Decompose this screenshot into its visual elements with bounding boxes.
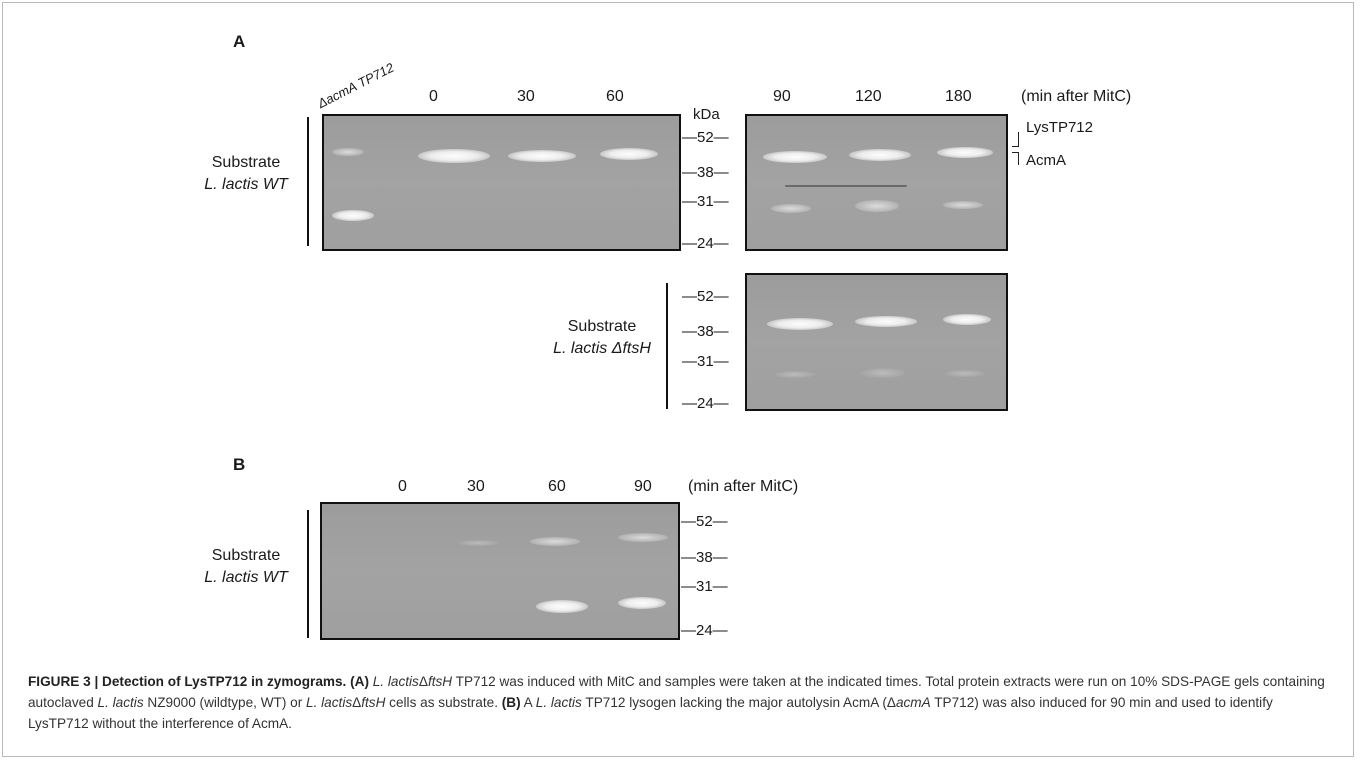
caption-text: cells as substrate. bbox=[385, 695, 498, 710]
marker-52-top: —52— bbox=[682, 129, 729, 146]
band-120min-low bbox=[855, 200, 899, 212]
caption-species: acmA bbox=[895, 695, 931, 710]
bracket-lys bbox=[1012, 132, 1019, 147]
gel-a-bottom bbox=[745, 273, 1008, 411]
band-label-acma: AcmA bbox=[1026, 152, 1067, 169]
band-fts-120min bbox=[855, 316, 917, 327]
marker-31-bottom: —31— bbox=[682, 353, 729, 370]
panel-a-letter: A bbox=[233, 32, 246, 51]
caption-species: L. lactis bbox=[306, 695, 353, 710]
band-acma-lane-ref bbox=[332, 148, 364, 156]
band-120min bbox=[849, 149, 911, 161]
caption-species: L. lactis bbox=[535, 695, 582, 710]
band-fts-90min bbox=[767, 318, 833, 330]
time-label-180: 180 bbox=[945, 88, 972, 105]
band-fts-180min-low bbox=[945, 370, 985, 377]
gel-a-right bbox=[745, 114, 1008, 251]
substrate-b-line2: L. lactis WT bbox=[204, 569, 288, 586]
marker-b-31: —31— bbox=[681, 578, 728, 595]
marker-b-38: —38— bbox=[681, 549, 728, 566]
caption-figure-label: FIGURE 3 | Detection of LysTP712 in zymo… bbox=[28, 674, 347, 689]
substrate-wt-line1: Substrate bbox=[211, 154, 281, 171]
band-60min bbox=[600, 148, 658, 160]
band-b-60min-top bbox=[530, 537, 580, 546]
substrate-fts-line2: L. lactis ΔftsH bbox=[553, 340, 651, 357]
band-fts-120min-low bbox=[861, 368, 905, 378]
substrate-b-line1: Substrate bbox=[211, 547, 281, 564]
time-unit-b: (min after MitC) bbox=[688, 478, 799, 495]
time-label-120: 120 bbox=[855, 88, 882, 105]
panel-b-letter: B bbox=[233, 455, 246, 474]
marker-24-bottom: —24— bbox=[682, 395, 729, 412]
time-label-60: 60 bbox=[606, 88, 624, 105]
kda-label: kDa bbox=[693, 106, 720, 123]
caption-species: ftsH bbox=[427, 674, 453, 689]
band-label-lys: LysTP712 bbox=[1026, 119, 1093, 136]
band-acma-lane-low bbox=[332, 210, 374, 221]
caption-species: L. lactis bbox=[97, 695, 144, 710]
band-fts-180min bbox=[943, 314, 991, 325]
time-label-30: 30 bbox=[517, 88, 535, 105]
marker-b-24: —24— bbox=[681, 622, 728, 639]
band-b-30min bbox=[458, 540, 498, 546]
caption-tag-b: (B) bbox=[501, 695, 521, 710]
substrate-wt-label-a: Substrate L. lactis WT bbox=[190, 152, 302, 196]
band-0min bbox=[418, 149, 490, 163]
time-label-b-90: 90 bbox=[634, 478, 652, 495]
caption-text: TP712) was also induced for 90 min and u… bbox=[28, 695, 1273, 731]
time-label-b-0: 0 bbox=[398, 478, 407, 495]
caption-species: ftsH bbox=[361, 695, 386, 710]
substrate-bar-a-bottom bbox=[666, 283, 668, 409]
marker-31-top: —31— bbox=[682, 193, 729, 210]
time-unit-a: (min after MitC) bbox=[1021, 88, 1132, 105]
figure-caption: FIGURE 3 | Detection of LysTP712 in zymo… bbox=[28, 671, 1333, 734]
gel-a-left bbox=[322, 114, 681, 251]
band-180min-low bbox=[943, 201, 983, 209]
band-90min-low bbox=[771, 204, 811, 213]
caption-text: Δ bbox=[352, 695, 362, 710]
caption-tag-a: (A) bbox=[350, 674, 369, 689]
caption-text: TP712 lysogen lacking the major autolysi… bbox=[581, 695, 896, 710]
caption-text: NZ9000 (wildtype, WT) or bbox=[143, 695, 307, 710]
band-b-90min-low bbox=[618, 597, 666, 609]
substrate-wt-line2: L. lactis WT bbox=[204, 176, 288, 193]
substrate-fts-line1: Substrate bbox=[567, 318, 637, 335]
substrate-wt-label-b: Substrate L. lactis WT bbox=[190, 545, 302, 589]
substrate-fts-label: Substrate L. lactis ΔftsH bbox=[538, 316, 666, 360]
marker-38-bottom: —38— bbox=[682, 323, 729, 340]
band-30min bbox=[508, 150, 576, 162]
time-label-0: 0 bbox=[429, 88, 438, 105]
time-label-90: 90 bbox=[773, 88, 791, 105]
band-fts-90min-low bbox=[775, 371, 815, 378]
band-180min bbox=[937, 147, 993, 158]
gel-streak bbox=[785, 185, 907, 187]
time-label-b-60: 60 bbox=[548, 478, 566, 495]
bracket-acma bbox=[1012, 152, 1019, 165]
caption-species: L. lactis bbox=[372, 674, 419, 689]
substrate-bar-b bbox=[307, 510, 309, 638]
band-b-90min-top bbox=[618, 533, 668, 542]
marker-b-52: —52— bbox=[681, 513, 728, 530]
time-label-b-30: 30 bbox=[467, 478, 485, 495]
band-b-60min-low bbox=[536, 600, 588, 613]
marker-24-top: —24— bbox=[682, 235, 729, 252]
marker-52-bottom: —52— bbox=[682, 288, 729, 305]
caption-text: TP712 was induced with MitC and samples … bbox=[28, 674, 1325, 710]
caption-text: A bbox=[523, 695, 536, 710]
caption-text: Δ bbox=[418, 674, 428, 689]
marker-38-top: —38— bbox=[682, 164, 729, 181]
substrate-bar-a-top bbox=[307, 117, 309, 246]
band-90min bbox=[763, 151, 827, 163]
gel-b bbox=[320, 502, 680, 640]
